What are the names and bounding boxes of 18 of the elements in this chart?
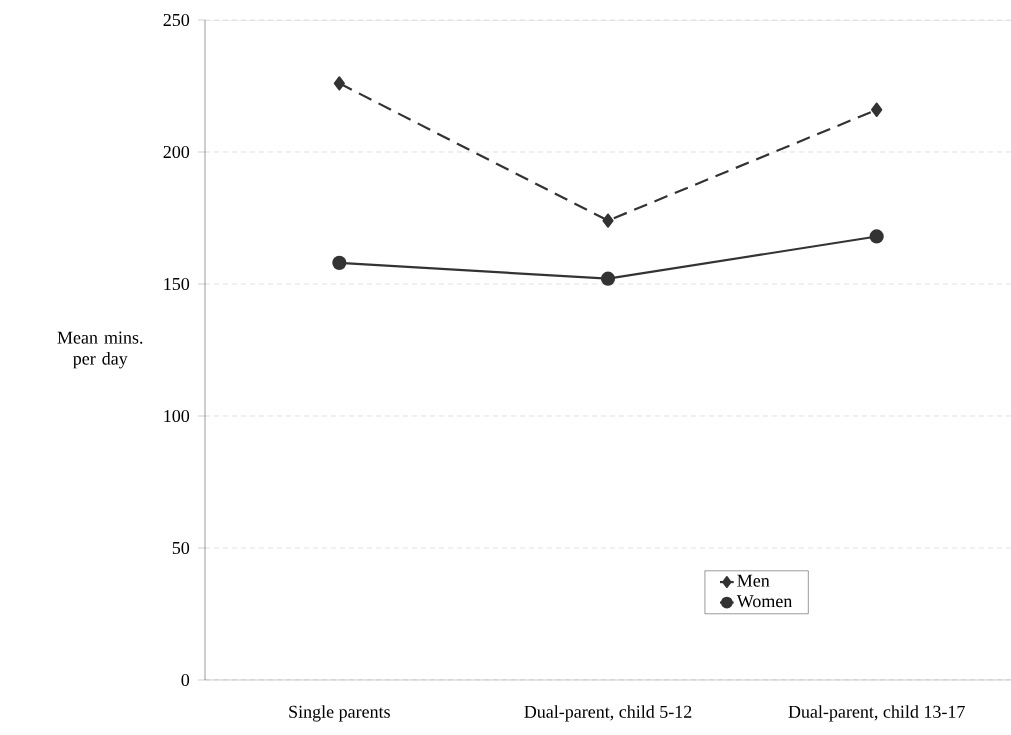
- y-axis-title: Mean mins. per day: [57, 331, 143, 369]
- y-tick-label: 150: [164, 277, 190, 291]
- x-tick-label: Single parents: [289, 705, 390, 722]
- point: [333, 76, 345, 91]
- y-tick-label: 100: [164, 409, 190, 423]
- point: [871, 102, 883, 117]
- y-tick-label: 0: [181, 673, 190, 687]
- point: [602, 213, 614, 228]
- y-tick-label: 250: [163, 13, 190, 27]
- x-tick-label: Dual-parent, child 5-12: [524, 705, 692, 722]
- legend-label: Women: [736, 595, 793, 608]
- legend-label: Men: [737, 574, 770, 587]
- point: [600, 271, 616, 286]
- y-tick-label: 50: [172, 541, 190, 555]
- point: [332, 255, 347, 270]
- y-tick-label: 200: [163, 145, 190, 159]
- point: [869, 229, 884, 244]
- x-tick-label: Dual-parent, child 13-17: [788, 705, 965, 722]
